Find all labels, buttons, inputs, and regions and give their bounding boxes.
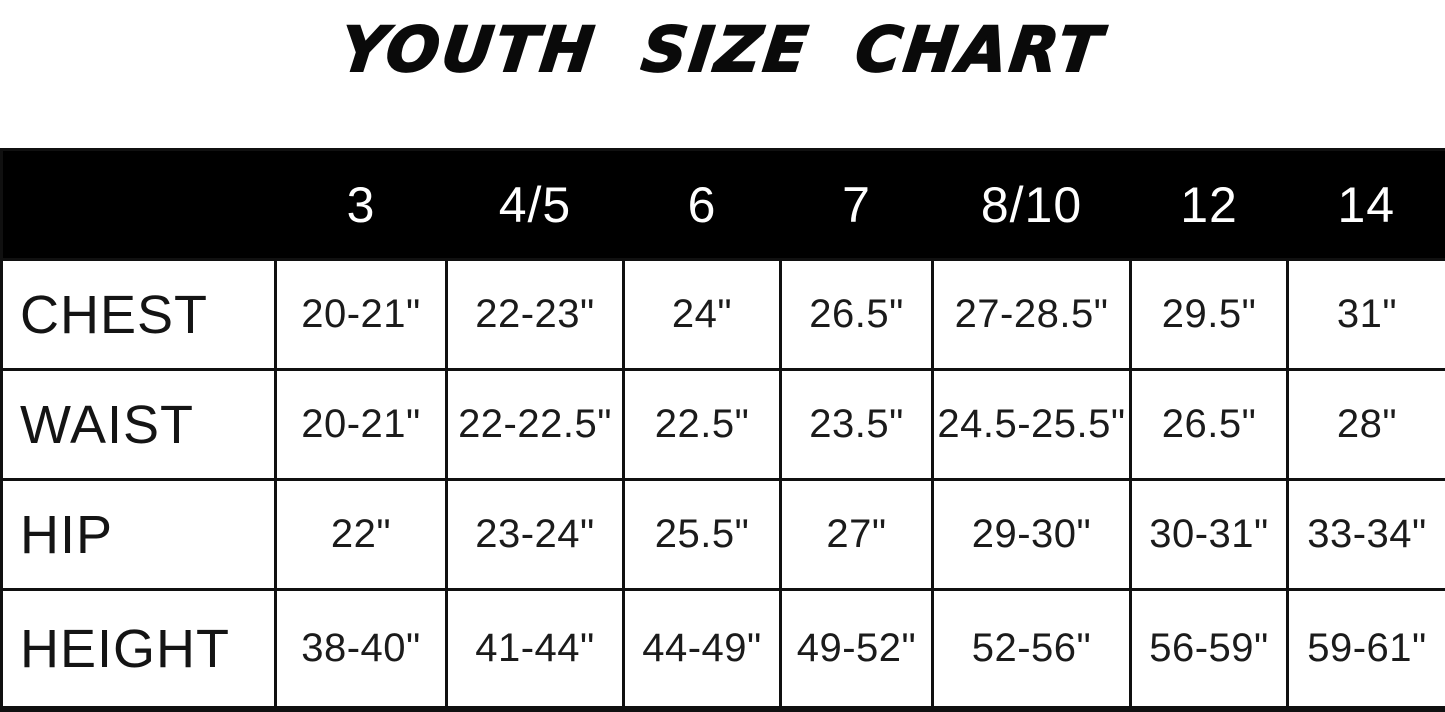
cell-waist-size-12: 26.5" [1129, 368, 1289, 481]
cell-chest-size-4-5: 22-23" [445, 258, 625, 371]
header-size-4-5: 4/5 [446, 149, 624, 260]
cell-hip-size-4-5: 23-24" [445, 478, 625, 591]
cell-hip-size-12: 30-31" [1129, 478, 1289, 591]
page-title: YOUTH SIZE CHART [336, 12, 1110, 87]
cell-waist-size-4-5: 22-22.5" [445, 368, 625, 481]
header-size-8-10: 8/10 [932, 149, 1131, 260]
cell-chest-size-6: 24" [622, 258, 782, 371]
table-row-chest: CHEST 20-21" 22-23" 24" 26.5" 27-28.5" 2… [0, 258, 1445, 371]
row-label-waist: WAIST [0, 368, 277, 481]
cell-chest-size-3: 20-21" [274, 258, 448, 371]
cell-height-size-14: 59-61" [1286, 588, 1445, 711]
row-label-height: HEIGHT [0, 588, 277, 711]
cell-hip-size-8-10: 29-30" [931, 478, 1132, 591]
cell-hip-size-7: 27" [779, 478, 934, 591]
size-header-row: 3 4/5 6 7 8/10 12 14 [1, 149, 1445, 260]
cell-height-size-7: 49-52" [779, 588, 934, 711]
cell-hip-size-3: 22" [274, 478, 448, 591]
cell-height-size-8-10: 52-56" [931, 588, 1132, 711]
row-label-chest: CHEST [0, 258, 277, 371]
cell-waist-size-8-10: 24.5-25.5" [931, 368, 1132, 481]
row-label-hip: HIP [0, 478, 277, 591]
cell-hip-size-6: 25.5" [622, 478, 782, 591]
cell-chest-size-7: 26.5" [779, 258, 934, 371]
cell-height-size-4-5: 41-44" [445, 588, 625, 711]
cell-height-size-6: 44-49" [622, 588, 782, 711]
cell-waist-size-7: 23.5" [779, 368, 934, 481]
cell-height-size-3: 38-40" [274, 588, 448, 711]
cell-waist-size-3: 20-21" [274, 368, 448, 481]
table-row-height: HEIGHT 38-40" 41-44" 44-49" 49-52" 52-56… [0, 588, 1445, 711]
header-size-14: 14 [1287, 149, 1445, 260]
header-size-3: 3 [275, 149, 447, 260]
cell-waist-size-14: 28" [1286, 368, 1445, 481]
cell-hip-size-14: 33-34" [1286, 478, 1445, 591]
header-size-7: 7 [780, 149, 933, 260]
cell-waist-size-6: 22.5" [622, 368, 782, 481]
table-row-hip: HIP 22" 23-24" 25.5" 27" 29-30" 30-31" 3… [0, 478, 1445, 591]
cell-chest-size-12: 29.5" [1129, 258, 1289, 371]
cell-chest-size-14: 31" [1286, 258, 1445, 371]
header-corner-cell [1, 149, 276, 260]
table-row-waist: WAIST 20-21" 22-22.5" 22.5" 23.5" 24.5-2… [0, 368, 1445, 481]
header-size-6: 6 [623, 149, 781, 260]
header-size-12: 12 [1130, 149, 1288, 260]
cell-height-size-12: 56-59" [1129, 588, 1289, 711]
cell-chest-size-8-10: 27-28.5" [931, 258, 1132, 371]
size-chart-table: 3 4/5 6 7 8/10 12 14 CHEST 20-21" 22-23"… [0, 148, 1445, 712]
title-wrap: YOUTH SIZE CHART [0, 0, 1445, 98]
